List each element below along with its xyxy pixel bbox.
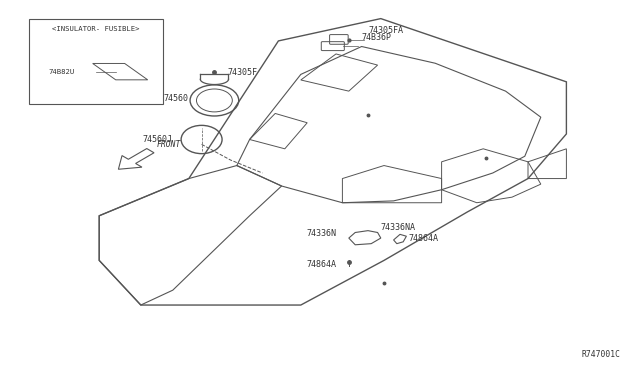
Text: 74560: 74560 [164,94,189,103]
Polygon shape [118,148,154,169]
Text: R747001C: R747001C [582,350,621,359]
Text: 74336N: 74336N [306,229,336,238]
Text: 74B36P: 74B36P [362,33,392,42]
Text: 74305F: 74305F [227,68,257,77]
Text: 74336NA: 74336NA [381,223,416,232]
Text: 74864A: 74864A [306,260,336,269]
Text: 74864A: 74864A [408,234,438,243]
Text: FRONT: FRONT [157,140,181,149]
Text: <INSULATOR- FUSIBLE>: <INSULATOR- FUSIBLE> [52,26,140,32]
Text: 74560J: 74560J [143,135,173,144]
Text: 74B82U: 74B82U [48,69,74,75]
Text: 74305FA: 74305FA [368,26,403,35]
